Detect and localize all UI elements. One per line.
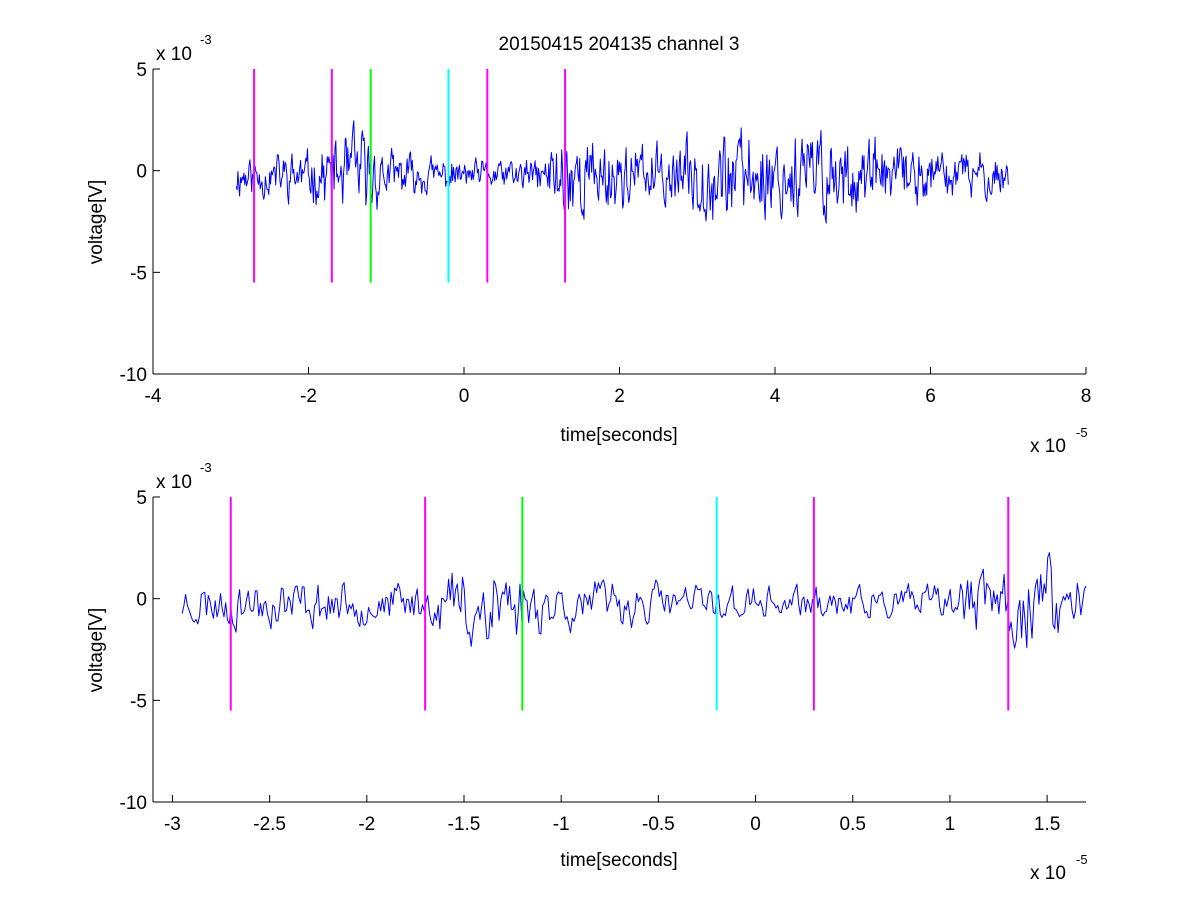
top-signal-trace (235, 120, 1009, 224)
top-x-exponent-base: x 10 (1030, 436, 1066, 457)
bottom-x-exponent-base: x 10 (1030, 863, 1066, 884)
bottom-y-exponent-power: -3 (200, 460, 212, 475)
bottom-y-tick-label: -5 (130, 691, 147, 712)
top-x-tick-label: 8 (1081, 386, 1092, 407)
top-y-exponent-power: -3 (200, 32, 212, 47)
bottom-x-tick-label: -1 (553, 814, 570, 835)
top-x-axis-title: time[seconds] (560, 425, 677, 446)
top-x-tick-label: -4 (145, 386, 162, 407)
top-x-tick-label: 6 (925, 386, 936, 407)
top-plot-area (235, 69, 1009, 283)
top-subplot: 20150415 204135 channel 3 time[seconds] … (86, 32, 1091, 457)
bottom-x-tick-label: -3 (164, 814, 181, 835)
bottom-y-tick-label: 5 (136, 488, 147, 509)
top-chart-title: 20150415 204135 channel 3 (499, 34, 740, 55)
top-x-exponent-power: -5 (1076, 425, 1088, 440)
bottom-x-tick-label: 0.5 (840, 814, 866, 835)
bottom-x-tick-label: 0 (750, 814, 761, 835)
top-x-tick-label: 2 (614, 386, 625, 407)
bottom-y-axis-title: voltage[V] (86, 608, 107, 693)
bottom-x-tick-label: -2.5 (253, 814, 286, 835)
top-x-tick-label: 4 (770, 386, 781, 407)
top-x-exponent: x 10 -5 (1030, 425, 1088, 457)
bottom-y-tick-label: -10 (120, 793, 147, 814)
bottom-x-axis-title: time[seconds] (560, 850, 677, 871)
top-x-tick-label: 0 (459, 386, 470, 407)
bottom-x-exponent: x 10 -5 (1030, 852, 1088, 884)
top-y-tick-label: 0 (136, 162, 147, 183)
bottom-x-tick-label: 1.5 (1034, 814, 1060, 835)
bottom-x-exponent-power: -5 (1076, 852, 1088, 867)
bottom-signal-trace (181, 552, 1087, 649)
bottom-x-tick-label: 1 (945, 814, 956, 835)
top-y-exponent: x 10 -3 (156, 32, 212, 65)
bottom-x-tick-label: -0.5 (642, 814, 675, 835)
top-y-tick-label: -10 (120, 365, 147, 386)
bottom-plot-area (181, 497, 1087, 711)
bottom-x-tick-label: -2 (358, 814, 375, 835)
top-y-axis-title: voltage[V] (86, 180, 107, 265)
bottom-subplot: time[seconds] voltage[V] x 10 -5 x 10 -3… (86, 460, 1088, 884)
top-y-tick-label: -5 (130, 263, 147, 284)
top-x-tick-label: -2 (300, 386, 317, 407)
top-y-exponent-base: x 10 (156, 44, 192, 65)
bottom-y-exponent: x 10 -3 (156, 460, 212, 493)
bottom-y-exponent-base: x 10 (156, 472, 192, 493)
bottom-x-tick-label: -1.5 (448, 814, 481, 835)
bottom-y-tick-label: 0 (136, 590, 147, 611)
top-y-tick-label: 5 (136, 60, 147, 81)
